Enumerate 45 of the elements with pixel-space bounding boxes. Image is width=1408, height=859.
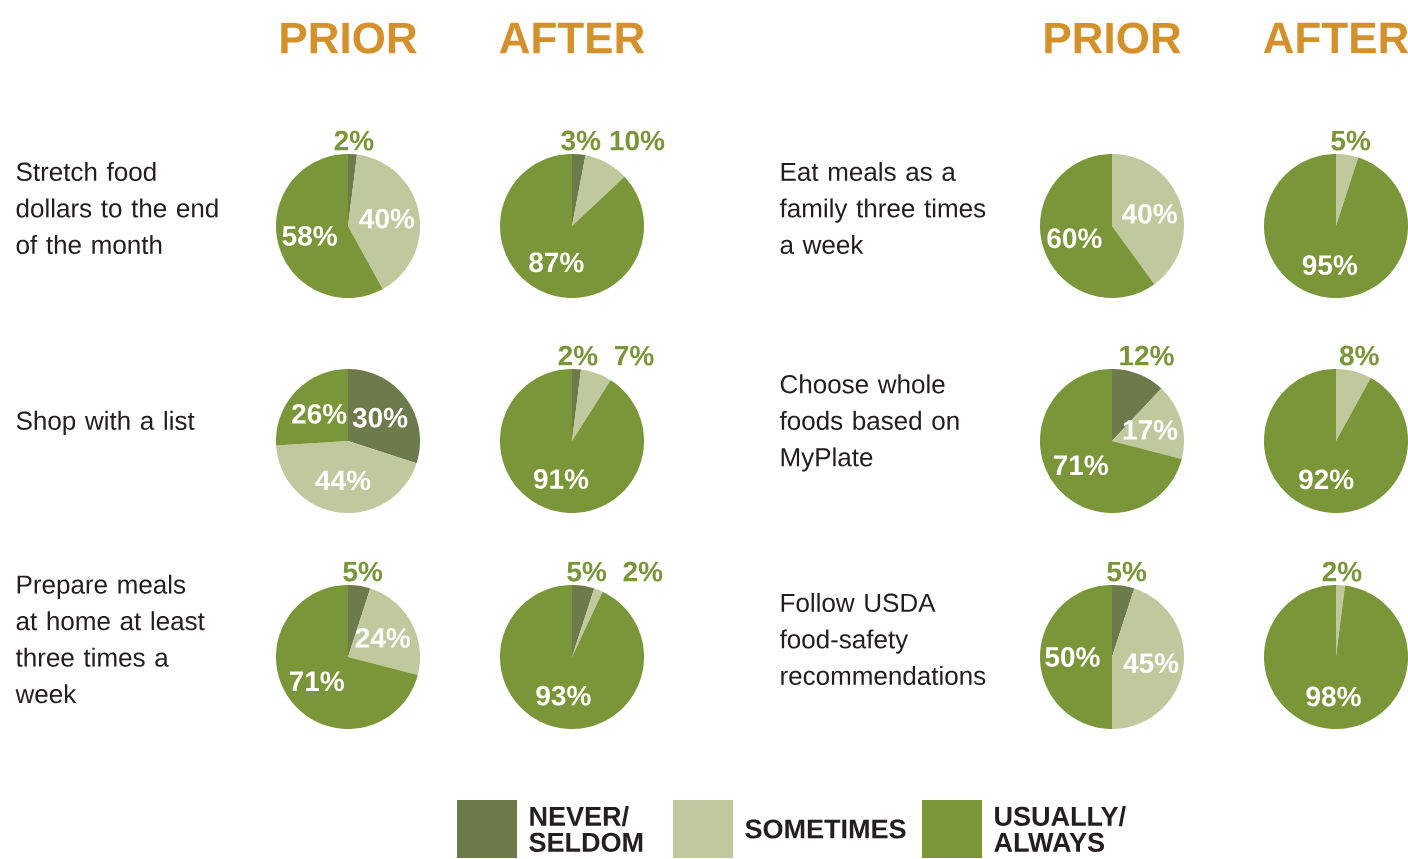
data-label: 2% bbox=[334, 130, 374, 151]
data-label: 44% bbox=[315, 470, 371, 491]
chart-title: PRIOR bbox=[281, 22, 417, 54]
data-label: 17% bbox=[1123, 420, 1178, 440]
data-label: 95% bbox=[1302, 255, 1358, 275]
text: Eat meals as a family three times a week bbox=[779, 161, 986, 255]
data-label: 50% bbox=[1045, 647, 1100, 667]
legend-label: NEVER/ SELDOM bbox=[529, 806, 643, 852]
legend-label: USUALLY/ ALWAYS bbox=[994, 806, 1126, 852]
data-label: 5% bbox=[343, 561, 383, 582]
data-label: 71% bbox=[289, 671, 344, 692]
data-label: 2% bbox=[558, 345, 598, 366]
text: Choose whole foods based on MyPlate bbox=[779, 374, 959, 472]
data-label: 12% bbox=[1120, 345, 1174, 366]
data-label: 92% bbox=[1299, 469, 1354, 490]
data-label: 71% bbox=[1053, 455, 1108, 476]
data-label: 5% bbox=[1107, 561, 1147, 582]
data-label: 98% bbox=[1306, 686, 1361, 707]
data-label: 5% bbox=[567, 561, 607, 582]
text: Stretch food dollars to the end of the month bbox=[16, 161, 218, 255]
data-label: 60% bbox=[1047, 228, 1102, 249]
data-label: 7% bbox=[615, 345, 654, 366]
data-label: 26% bbox=[292, 403, 347, 424]
data-label: 24% bbox=[355, 628, 410, 648]
text: Shop with a list bbox=[16, 410, 195, 436]
data-label: 91% bbox=[533, 469, 589, 489]
data-label: 93% bbox=[536, 685, 591, 706]
legend-label: SOMETIMES bbox=[745, 819, 906, 839]
text: Prepare meals at home at least three times a week bbox=[15, 574, 205, 704]
chart-title: PRIOR bbox=[1045, 22, 1181, 54]
data-label: 3% bbox=[561, 130, 601, 151]
data-label: 30% bbox=[352, 407, 408, 428]
data-label: 2% bbox=[623, 561, 663, 582]
data-label: 87% bbox=[529, 252, 584, 273]
text: Follow USDA food-safety recommendations bbox=[779, 592, 986, 686]
data-label: 58% bbox=[282, 225, 337, 246]
data-label: 10% bbox=[610, 130, 665, 151]
data-label: 45% bbox=[1123, 653, 1179, 674]
data-label: 8% bbox=[1339, 345, 1379, 366]
data-label: 5% bbox=[1331, 130, 1371, 151]
chart-title: AFTER bbox=[1263, 22, 1408, 54]
data-label: 40% bbox=[359, 208, 415, 229]
chart-title: AFTER bbox=[499, 22, 645, 54]
data-label: 2% bbox=[1322, 561, 1362, 582]
data-label: 40% bbox=[1122, 203, 1177, 224]
